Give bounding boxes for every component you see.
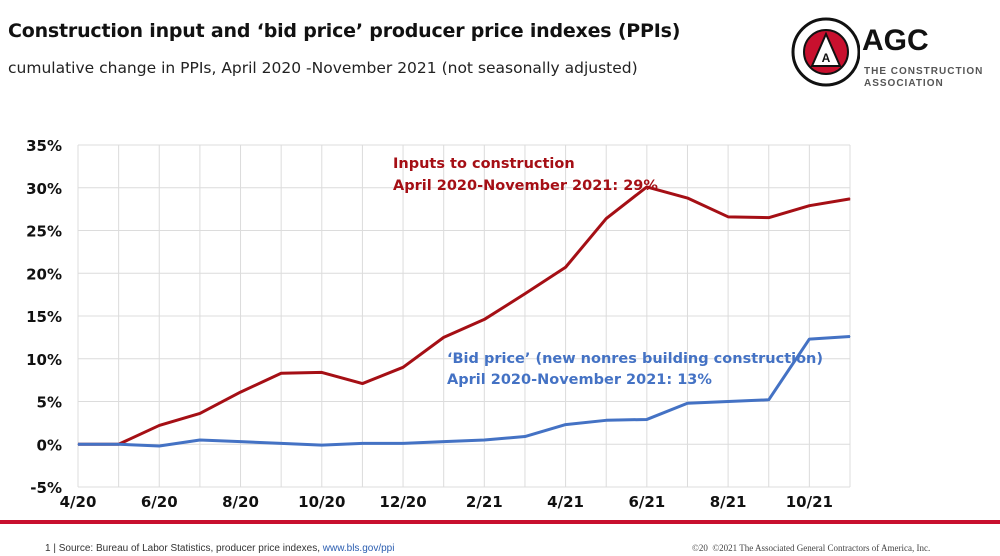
y-tick-label: 30% <box>26 180 62 198</box>
data-point <box>565 266 567 268</box>
data-point <box>483 318 485 320</box>
y-axis: -5% 0% 5% 10% 15% 20% 25% 30% 35% <box>26 137 62 497</box>
data-point <box>686 197 688 199</box>
data-point <box>321 444 323 446</box>
line-chart: -5% 0% 5% 10% 15% 20% 25% 30% 35% 4/20 6/20 8/20 10… <box>26 137 851 511</box>
x-tick-label: 8/20 <box>222 493 259 511</box>
data-point <box>240 391 242 393</box>
data-point <box>321 371 323 373</box>
data-point <box>240 441 242 443</box>
data-point <box>686 402 688 404</box>
y-tick-label: -5% <box>30 479 62 497</box>
data-point <box>565 424 567 426</box>
x-tick-label: 2/21 <box>466 493 503 511</box>
series-line-bid-price <box>78 335 851 448</box>
data-point <box>158 445 160 447</box>
logo-tagline-1: THE CONSTRUCTION <box>864 66 984 77</box>
data-point <box>280 442 282 444</box>
x-tick-label: 10/21 <box>786 493 833 511</box>
data-point <box>443 441 445 443</box>
data-point <box>727 216 729 218</box>
data-point <box>808 338 810 340</box>
x-tick-label: 12/20 <box>379 493 426 511</box>
data-point <box>483 439 485 441</box>
x-axis: 4/20 6/20 8/20 10/20 12/20 2/21 4/21 6/21 8/21 10… <box>60 493 833 511</box>
x-tick-label: 6/20 <box>141 493 178 511</box>
annotation-inputs-line2: April 2020-November 2021: 29% <box>393 178 658 194</box>
y-tick-label: 0% <box>37 436 62 454</box>
data-point <box>402 366 404 368</box>
annotation-inputs-line1: Inputs to construction <box>393 156 575 172</box>
svg-text:A: A <box>822 51 831 65</box>
data-point <box>361 383 363 385</box>
source-text: 1 | Source: Bureau of Labor Statistics, … <box>45 543 323 554</box>
y-tick-label: 20% <box>26 265 62 283</box>
footer-source: 1 | Source: Bureau of Labor Statistics, … <box>45 543 394 554</box>
data-point <box>361 442 363 444</box>
data-point <box>646 418 648 420</box>
data-point <box>646 186 648 188</box>
logo-name: AGC <box>862 24 929 57</box>
data-point <box>158 424 160 426</box>
bls-link[interactable]: www.bls.gov/ppi <box>322 543 395 554</box>
footer-divider <box>0 520 1000 524</box>
annotation-bid-line1: ‘Bid price’ (new nonres building constru… <box>447 351 823 367</box>
y-tick-label: 10% <box>26 351 62 369</box>
data-point <box>768 399 770 401</box>
data-point <box>77 443 79 445</box>
y-tick-label: 35% <box>26 137 62 155</box>
x-tick-label: 10/20 <box>298 493 345 511</box>
data-point <box>605 218 607 220</box>
data-point <box>849 198 851 200</box>
footer-copyright: ©20 ©2021 The Associated General Contrac… <box>692 543 931 553</box>
logo-tagline-2: ASSOCIATION <box>864 78 944 89</box>
agc-logo: A AGC THE CONSTRUCTION ASSOCIATION <box>790 14 990 94</box>
data-point <box>280 372 282 374</box>
data-point <box>118 443 120 445</box>
data-point <box>768 217 770 219</box>
data-point <box>402 442 404 444</box>
page-subtitle: cumulative change in PPIs, April 2020 -N… <box>8 59 638 77</box>
annotation-bid-line2: April 2020-November 2021: 13% <box>447 372 712 388</box>
x-tick-label: 4/21 <box>547 493 584 511</box>
data-point <box>524 436 526 438</box>
grid <box>77 144 851 488</box>
y-tick-label: 25% <box>26 223 62 241</box>
x-tick-label: 8/21 <box>710 493 747 511</box>
series-lines <box>77 185 851 448</box>
data-point <box>443 336 445 338</box>
y-tick-label: 15% <box>26 308 62 326</box>
data-point <box>605 419 607 421</box>
data-point <box>808 205 810 207</box>
data-point <box>524 293 526 295</box>
logo-tagline: THE CONSTRUCTION ASSOCIATION <box>864 66 983 90</box>
data-point <box>199 439 201 441</box>
page-title: Construction input and ‘bid price’ produ… <box>8 20 681 42</box>
data-point <box>727 401 729 402</box>
data-point <box>849 336 851 338</box>
data-point <box>199 412 201 414</box>
agc-seal-icon: A <box>791 17 861 87</box>
x-tick-label: 4/20 <box>60 493 97 511</box>
y-tick-label: 5% <box>37 394 62 412</box>
series-line-inputs <box>78 185 851 446</box>
x-tick-label: 6/21 <box>628 493 665 511</box>
